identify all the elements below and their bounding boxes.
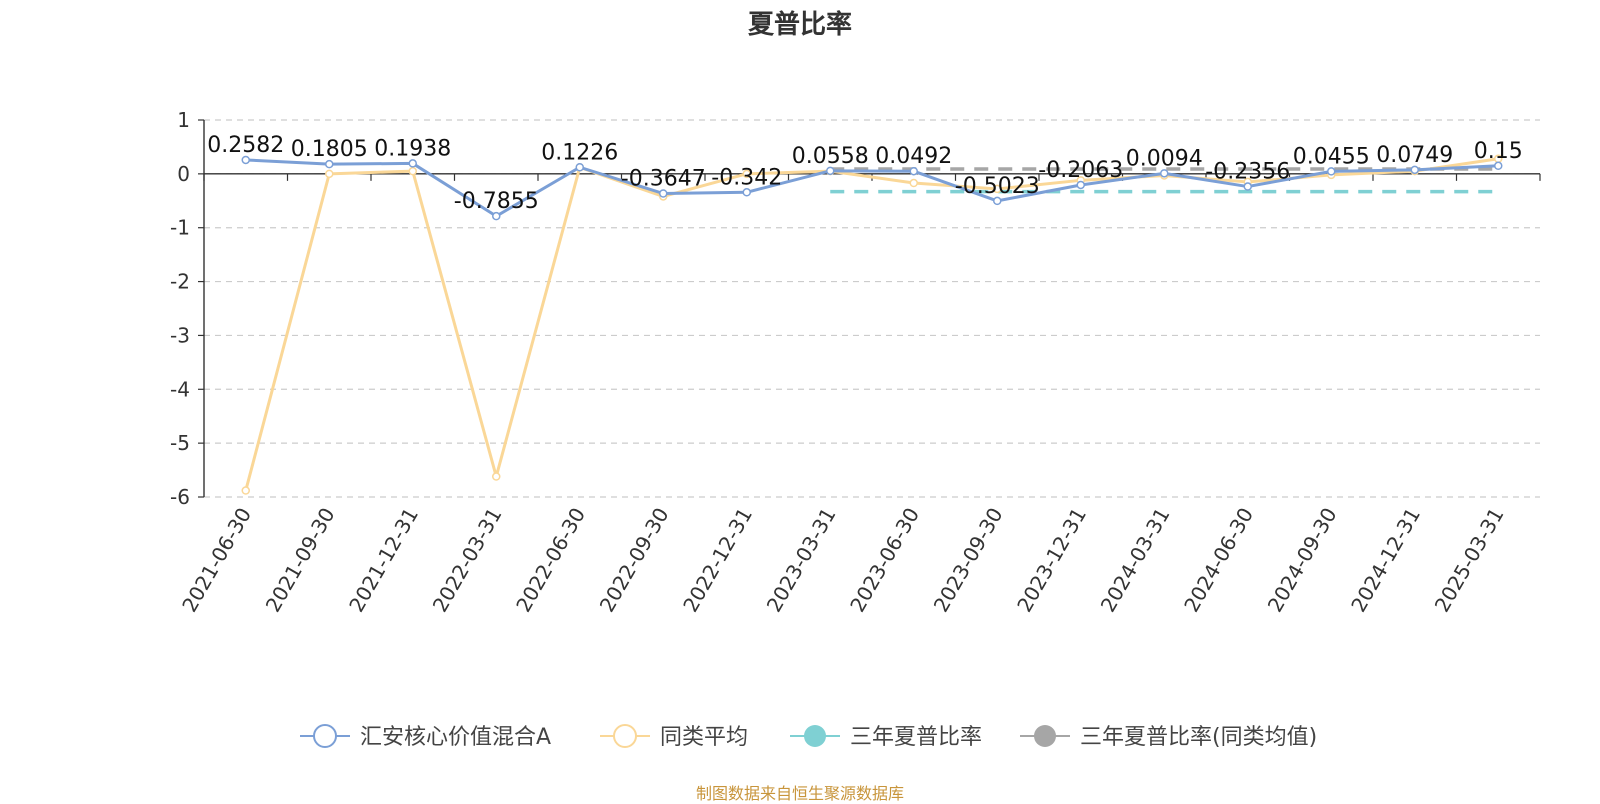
data-point [575, 163, 584, 172]
legend-marker-icon [613, 724, 637, 748]
legend-label: 汇安核心价值混合A [360, 725, 551, 750]
data-label: -0.2063 [1038, 158, 1123, 183]
data-point [826, 166, 835, 176]
x-tick-label: 2024-06-30 [1179, 504, 1258, 617]
data-point [909, 178, 918, 188]
data-point [1076, 180, 1085, 190]
data-point [1494, 161, 1503, 171]
chart-title: 夏普比率 [747, 10, 852, 40]
x-tick-label: 2025-03-31 [1430, 504, 1509, 617]
data-label: 0.15 [1474, 139, 1523, 164]
data-point [993, 196, 1002, 206]
data-source-note: 制图数据来自恒生聚源数据库 [695, 784, 904, 803]
data-point [241, 155, 250, 165]
legend-item[interactable]: 汇安核心价值混合A [300, 724, 551, 750]
x-tick-label: 2021-09-30 [261, 504, 340, 617]
x-tick-label: 2023-12-31 [1012, 504, 1091, 617]
data-point [1243, 182, 1252, 191]
data-label: 0.2582 [207, 133, 284, 158]
series-line [244, 157, 1499, 491]
legend-marker-icon [313, 724, 337, 748]
y-tick-label: -2 [170, 270, 190, 294]
data-label: 0.1938 [374, 136, 451, 161]
data-point [325, 159, 334, 169]
data-point [1327, 167, 1336, 176]
y-tick-label: -4 [170, 377, 190, 401]
legend-item[interactable]: 同类平均 [600, 724, 748, 750]
x-tick-label: 2024-12-31 [1346, 504, 1425, 617]
data-point [492, 472, 501, 481]
data-label: 0.1805 [291, 137, 368, 162]
x-tick-label: 2023-03-31 [762, 504, 841, 617]
x-tick-label: 2021-06-30 [177, 504, 256, 617]
x-tick-label: 2022-03-31 [428, 504, 507, 617]
data-label: -0.7855 [454, 189, 539, 214]
x-tick-label: 2024-03-31 [1096, 504, 1175, 617]
x-tick-label: 2022-06-30 [511, 504, 590, 617]
data-label: -0.342 [711, 165, 782, 190]
data-label: -0.3647 [621, 166, 706, 191]
x-tick-label: 2022-12-31 [678, 504, 757, 617]
y-tick-label: -3 [170, 323, 190, 347]
data-label: 0.0749 [1376, 143, 1453, 168]
series-line [245, 158, 1499, 218]
x-tick-label: 2023-06-30 [845, 504, 924, 617]
data-point [1160, 169, 1169, 178]
legend-label: 三年夏普比率(同类均值) [1080, 725, 1317, 750]
data-point [408, 166, 417, 176]
legend-marker-icon [1034, 725, 1056, 747]
data-label: 0.1226 [541, 140, 618, 165]
legend: 汇安核心价值混合A 同类平均 三年夏普比率 三年夏普比率(同类均值) [300, 724, 1317, 750]
x-tick-label: 2022-09-30 [595, 504, 674, 617]
data-point [742, 169, 751, 179]
legend-label: 同类平均 [660, 725, 748, 750]
legend-item[interactable]: 三年夏普比率(同类均值) [1020, 725, 1317, 750]
data-label: 0.0558 [792, 144, 869, 169]
data-point [993, 184, 1002, 194]
y-tick-label: -5 [170, 431, 190, 455]
x-tick-label: 2023-09-30 [929, 504, 1008, 617]
x-tick-label: 2024-09-30 [1263, 504, 1342, 617]
data-point [1410, 165, 1419, 175]
data-label: 0.0492 [875, 144, 952, 169]
y-tick-label: 0 [177, 162, 190, 186]
data-label: 0.0094 [1126, 146, 1203, 171]
y-tick-label: 1 [177, 108, 190, 132]
data-label: -0.5023 [955, 174, 1040, 199]
y-tick-label: -1 [170, 216, 190, 240]
y-tick-label: -6 [170, 485, 190, 509]
data-point [742, 188, 751, 197]
data-label: -0.2356 [1205, 160, 1290, 185]
x-tick-label: 2021-12-31 [344, 504, 423, 617]
data-point [909, 166, 918, 176]
legend-label: 三年夏普比率 [850, 725, 982, 750]
data-label: 0.0455 [1293, 144, 1370, 169]
legend-item[interactable]: 三年夏普比率 [790, 725, 982, 750]
data-point [492, 211, 501, 221]
data-point [659, 189, 668, 198]
data-point [325, 169, 334, 179]
data-point [408, 159, 417, 168]
series-layer [241, 154, 1503, 495]
legend-marker-icon [804, 725, 826, 747]
data-point [241, 486, 250, 495]
